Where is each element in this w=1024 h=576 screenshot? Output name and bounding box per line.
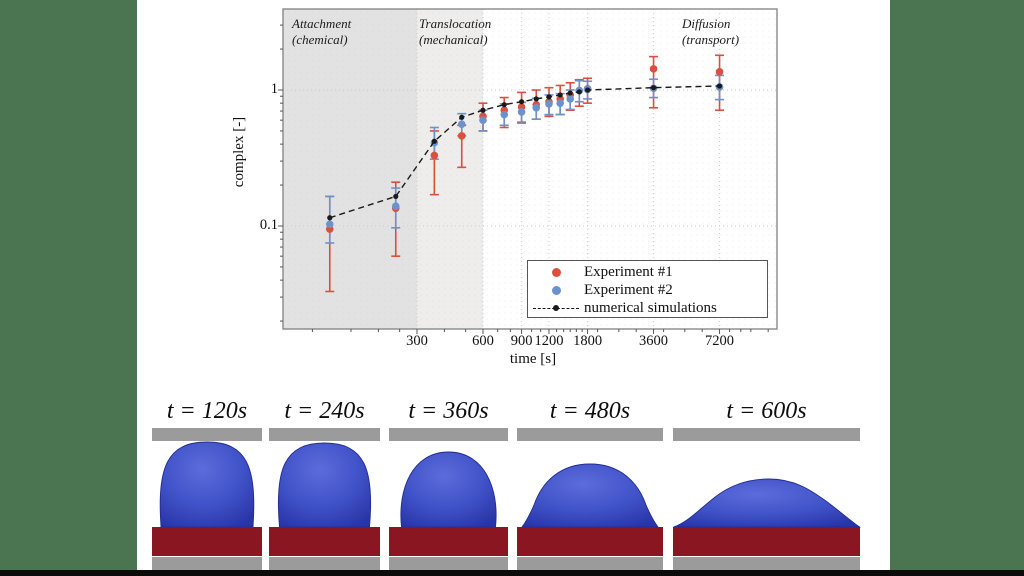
x-tick-label: 900 <box>510 333 533 349</box>
snapshot-5 <box>673 428 861 570</box>
legend-label: Experiment #2 <box>584 281 673 298</box>
substrate-bar <box>673 527 860 556</box>
right-margin-panel <box>890 0 1024 576</box>
snapshot-label-t480: t = 480s <box>549 398 631 424</box>
substrate-bar <box>517 527 663 556</box>
snapshot-3 <box>389 428 508 570</box>
top-wall-bar <box>389 428 508 441</box>
snapshot-label-t600: t = 600s <box>726 398 807 424</box>
y-tick-label-0.1: 0.1 <box>259 217 278 233</box>
legend-row-simulations: numerical simulations <box>528 299 767 317</box>
bottom-wall-bar <box>269 557 380 570</box>
legend-marker-dashed-line <box>528 304 584 311</box>
x-tick-label: 300 <box>406 333 428 349</box>
substrate-bar <box>269 527 380 556</box>
substrate-bar <box>389 527 508 556</box>
top-wall-bar <box>517 428 663 441</box>
bottom-wall-bar <box>389 557 508 570</box>
region-label-line: (mechanical) <box>419 32 488 47</box>
x-tick-label: 3600 <box>639 333 669 349</box>
legend-row-experiment-2: Experiment #2 <box>528 281 767 299</box>
legend-row-experiment-1: Experiment #1 <box>528 263 767 281</box>
region-label-attachment: Attachment (chemical) <box>292 16 351 48</box>
region-label-translocation: Translocation (mechanical) <box>419 16 491 48</box>
x-tick-label: 7200 <box>705 333 735 349</box>
top-wall-bar <box>673 428 860 441</box>
axis-ticks <box>278 24 769 334</box>
axes-border <box>282 8 778 330</box>
experiment2-points <box>325 83 724 229</box>
droplet-shape <box>159 441 255 528</box>
region-label-line: Diffusion <box>682 16 731 31</box>
bottom-wall-bar <box>673 557 860 570</box>
droplet-shape <box>400 451 497 528</box>
region-label-diffusion: Diffusion (transport) <box>682 16 739 48</box>
legend-marker-blue-dot <box>528 285 584 295</box>
chart-legend: Experiment #1 Experiment #2 numerical si… <box>527 260 768 318</box>
substrate-bar <box>152 527 262 556</box>
bottom-edge-bar <box>0 570 1024 576</box>
snapshot-1 <box>152 428 262 570</box>
y-tick-label-1: 1 <box>270 81 278 97</box>
snapshot-label-t120: t = 120s <box>166 398 248 424</box>
legend-label: Experiment #1 <box>584 263 673 280</box>
region-label-line: Translocation <box>419 16 492 31</box>
snapshot-2 <box>269 428 380 570</box>
bottom-wall-bar <box>152 557 262 570</box>
simulation-snapshots-canvas <box>152 428 861 570</box>
x-axis-title: time [s] <box>509 351 557 367</box>
top-wall-bar <box>152 428 262 441</box>
x-tick-label: 1200 <box>534 333 564 349</box>
top-wall-bar <box>269 428 380 441</box>
gridlines <box>283 9 777 329</box>
x-tick-label: 1800 <box>573 333 603 349</box>
snapshot-4 <box>517 428 663 570</box>
left-margin-panel <box>0 0 137 576</box>
droplet-shape <box>673 478 861 528</box>
droplet-shape <box>277 442 372 528</box>
bottom-wall-bar <box>517 557 663 570</box>
droplet-shape <box>521 463 659 528</box>
legend-label: numerical simulations <box>584 299 717 316</box>
region-label-line: (chemical) <box>292 32 348 47</box>
snapshot-label-t240: t = 240s <box>284 398 365 424</box>
y-axis-title: complex [-] <box>231 116 247 188</box>
legend-marker-red-dot <box>528 267 584 277</box>
x-tick-label: 600 <box>472 333 494 349</box>
region-label-line: Attachment <box>292 16 352 31</box>
simulation-points <box>327 83 723 221</box>
snapshot-label-t360: t = 360s <box>408 398 489 424</box>
region-label-line: (transport) <box>682 32 740 47</box>
